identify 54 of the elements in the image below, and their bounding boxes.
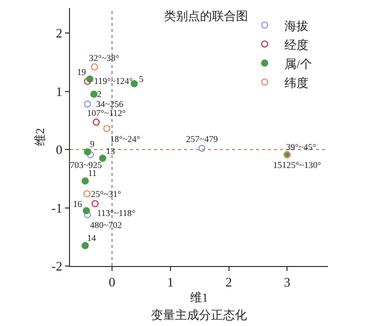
x-tick-label: 2 (226, 274, 232, 290)
annotation: 703~925 (70, 160, 102, 170)
annotation: 5 (139, 74, 144, 84)
point (92, 200, 99, 208)
annotation: 113°~118° (97, 208, 136, 218)
point (82, 177, 89, 185)
y-axis-title: 维2 (32, 128, 47, 146)
point (84, 211, 92, 218)
annotation: 14 (87, 233, 96, 243)
x-tick-label: 3 (284, 274, 290, 290)
annotation: 32°~38° (89, 53, 120, 63)
point (90, 90, 98, 98)
legend-label: 经度 (284, 38, 309, 52)
annotation: 257~479 (186, 134, 218, 144)
annotation: 119°~124° (94, 76, 134, 86)
legend-label: 属/个 (284, 56, 312, 71)
x-axis-title: 维1 (190, 290, 208, 304)
annotation: 11 (88, 168, 97, 178)
annotation: 15 (273, 160, 282, 170)
point (103, 124, 110, 132)
y-tick-label: 0 (56, 142, 62, 158)
x-tick-label: 0 (108, 274, 116, 290)
annotation: 2 (97, 89, 102, 99)
point (82, 207, 90, 214)
point (198, 144, 206, 152)
annotation: 16 (73, 199, 82, 209)
annotation: 125°~130° (282, 160, 322, 170)
y-tick-label: 2 (56, 26, 62, 41)
y-tick-label: 1 (56, 84, 62, 99)
point (83, 190, 91, 198)
annotation: 19 (77, 67, 86, 77)
point (84, 100, 92, 108)
y-tick-label: -1 (52, 200, 62, 216)
point (84, 148, 92, 156)
chart-title: 类别点的联合图 (164, 8, 248, 23)
annotation: 25°~31° (91, 189, 122, 199)
y-tick-label: -2 (52, 258, 62, 274)
point (86, 151, 94, 158)
annotation: 39°~45° (286, 142, 316, 152)
annotation: 18°~24° (110, 134, 140, 144)
annotation: 9 (90, 139, 95, 149)
annotation: 107°~112° (87, 108, 126, 118)
point (86, 75, 94, 83)
point (90, 63, 98, 70)
point (92, 118, 100, 126)
point (99, 154, 106, 162)
annotation: 34~256 (96, 99, 124, 109)
point (82, 242, 89, 250)
x-tick-label: 1 (167, 274, 174, 290)
legend-label: 纬度 (284, 76, 309, 90)
text: 变量主成分正态化 (151, 308, 247, 322)
point (84, 78, 92, 85)
annotation: 480~702 (90, 220, 122, 230)
legend-label: 海拔 (284, 18, 309, 33)
